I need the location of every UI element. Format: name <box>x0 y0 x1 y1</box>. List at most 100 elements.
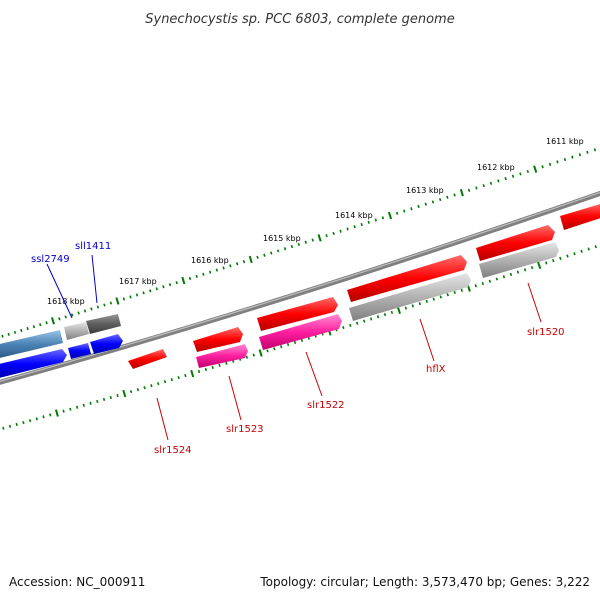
inner-ring-minor-tick <box>411 304 414 308</box>
outer-ring-minor-tick <box>58 317 61 321</box>
inner-ring-minor-tick <box>197 369 201 374</box>
gene-feature-slr1523-outer[interactable] <box>193 327 243 352</box>
outer-ring-minor-tick <box>504 177 507 181</box>
outer-ring-major-tick <box>115 297 120 305</box>
inner-ring-minor-tick <box>481 281 484 286</box>
inner-ring-minor-tick <box>163 380 167 384</box>
inner-ring-minor-tick <box>439 295 442 299</box>
inner-ring-minor-tick <box>509 272 513 277</box>
inner-ring-minor-tick <box>225 361 228 365</box>
gene-feature-sll1411-outer[interactable] <box>86 314 121 334</box>
leader-line-slr1520 <box>527 282 542 323</box>
outer-ring-minor-tick <box>403 209 406 213</box>
leader-line-slr1522 <box>305 351 323 397</box>
gene-feature-hflX-outer[interactable] <box>347 255 467 302</box>
inner-ring-minor-tick <box>273 347 276 351</box>
outer-ring-minor-tick <box>332 231 335 236</box>
inner-ring-minor-tick <box>28 419 32 423</box>
inner-ring-major-tick <box>190 369 195 378</box>
gene-feature-slr1520[interactable] <box>479 242 559 278</box>
inner-ring-minor-tick <box>587 247 590 251</box>
inner-ring-minor-tick <box>204 367 208 372</box>
outer-ring-minor-tick <box>235 262 239 266</box>
inner-ring-minor-tick <box>75 405 79 409</box>
inner-ring-minor-tick <box>432 297 435 301</box>
inner-ring-minor-tick <box>184 373 187 378</box>
inner-ring-minor-tick <box>362 319 366 323</box>
inner-ring-minor-tick <box>356 321 359 325</box>
outer-ring-minor-tick <box>453 193 456 197</box>
outer-ring-minor-tick <box>242 260 246 264</box>
inner-ring-minor-tick <box>252 353 255 357</box>
inner-ring-minor-tick <box>552 259 555 263</box>
inner-ring-minor-tick <box>404 306 408 310</box>
outer-ring-minor-tick <box>548 162 552 166</box>
inner-ring-minor-tick <box>143 386 146 390</box>
gene-feature-sll1411[interactable] <box>90 334 123 354</box>
outer-ring-minor-tick <box>593 148 597 152</box>
gene-feature-left-inner[interactable] <box>0 349 67 379</box>
gene-label-ssl2749: ssl2749 <box>31 254 70 265</box>
inner-ring-minor-tick <box>129 390 133 394</box>
inner-ring-minor-tick <box>82 403 85 407</box>
inner-ring-minor-tick <box>573 252 576 256</box>
outer-ring-minor-tick <box>283 247 287 251</box>
gene-feature-slr1520-outer[interactable] <box>476 225 555 261</box>
gene-feature-hflX[interactable] <box>349 273 471 321</box>
inner-ring-minor-tick <box>566 254 569 258</box>
outer-ring-minor-tick <box>489 181 493 185</box>
outer-ring-minor-tick <box>7 332 10 336</box>
outer-ring-major-tick <box>459 188 464 197</box>
outer-ring-minor-tick <box>424 202 427 206</box>
tick-label-1615: 1615 kbp <box>263 234 301 243</box>
inner-ring-minor-tick <box>293 340 297 345</box>
gene-feature-slr1522-outer[interactable] <box>257 297 338 331</box>
inner-ring-minor-tick <box>150 384 153 388</box>
outer-ring-minor-tick <box>511 174 515 178</box>
gene-label-hflX: hflX <box>426 364 446 375</box>
gene-feature-ssl2749-outer[interactable] <box>64 322 89 340</box>
outer-ring-minor-tick <box>571 155 574 159</box>
gene-feature-slr1523[interactable] <box>196 344 248 368</box>
outer-ring-minor-tick <box>276 249 280 253</box>
inner-ring-minor-tick <box>488 279 492 283</box>
inner-ring-minor-tick <box>516 270 520 274</box>
outer-ring-minor-tick <box>39 323 42 327</box>
gene-label-sll1411: sll1411 <box>75 241 111 252</box>
gene-feature-ssl2749[interactable] <box>68 343 91 359</box>
outer-ring-minor-tick <box>256 255 259 259</box>
inner-ring-minor-tick <box>390 310 394 314</box>
outer-ring-major-tick <box>248 255 253 264</box>
outer-ring-minor-tick <box>103 303 106 307</box>
outer-ring-minor-tick <box>208 270 212 274</box>
outer-ring-minor-tick <box>155 287 158 291</box>
inner-ring-minor-tick <box>245 355 249 359</box>
inner-ring-minor-tick <box>8 424 12 428</box>
outer-ring-minor-tick <box>446 195 449 199</box>
inner-ring-minor-tick <box>62 409 65 413</box>
inner-ring-minor-tick <box>495 277 499 281</box>
outer-ring-minor-tick <box>215 268 219 272</box>
outer-ring-major-tick <box>387 211 393 220</box>
outer-ring-minor-tick <box>149 289 152 293</box>
leader-line-slr1524 <box>156 397 169 441</box>
gene-feature-left-outer[interactable] <box>0 330 63 359</box>
inner-ring-minor-tick <box>69 407 72 411</box>
outer-ring-minor-tick <box>1 334 4 338</box>
gene-feature-slr1522[interactable] <box>259 314 342 350</box>
outer-ring-minor-tick <box>438 198 442 202</box>
tick-label-1616: 1616 kbp <box>191 256 229 265</box>
scale-tick-labels: 1611 kbp 1612 kbp 1613 kbp 1614 kbp 1615… <box>47 137 584 306</box>
outer-ring-minor-tick <box>353 225 356 229</box>
outer-ring-minor-tick <box>417 204 420 209</box>
inner-ring-minor-tick <box>545 261 548 265</box>
tick-label-1613: 1613 kbp <box>406 186 444 195</box>
leader-line-ssl2749 <box>46 263 73 319</box>
tick-label-1618: 1618 kbp <box>47 297 85 306</box>
inner-ring-minor-tick <box>502 275 506 279</box>
outer-ring-minor-tick <box>556 160 559 164</box>
gene-feature-partial-right[interactable] <box>560 203 600 230</box>
outer-ring-minor-tick <box>374 218 377 222</box>
gene-feature-slr1524[interactable] <box>128 349 167 369</box>
gene-label-slr1522: slr1522 <box>307 400 345 411</box>
